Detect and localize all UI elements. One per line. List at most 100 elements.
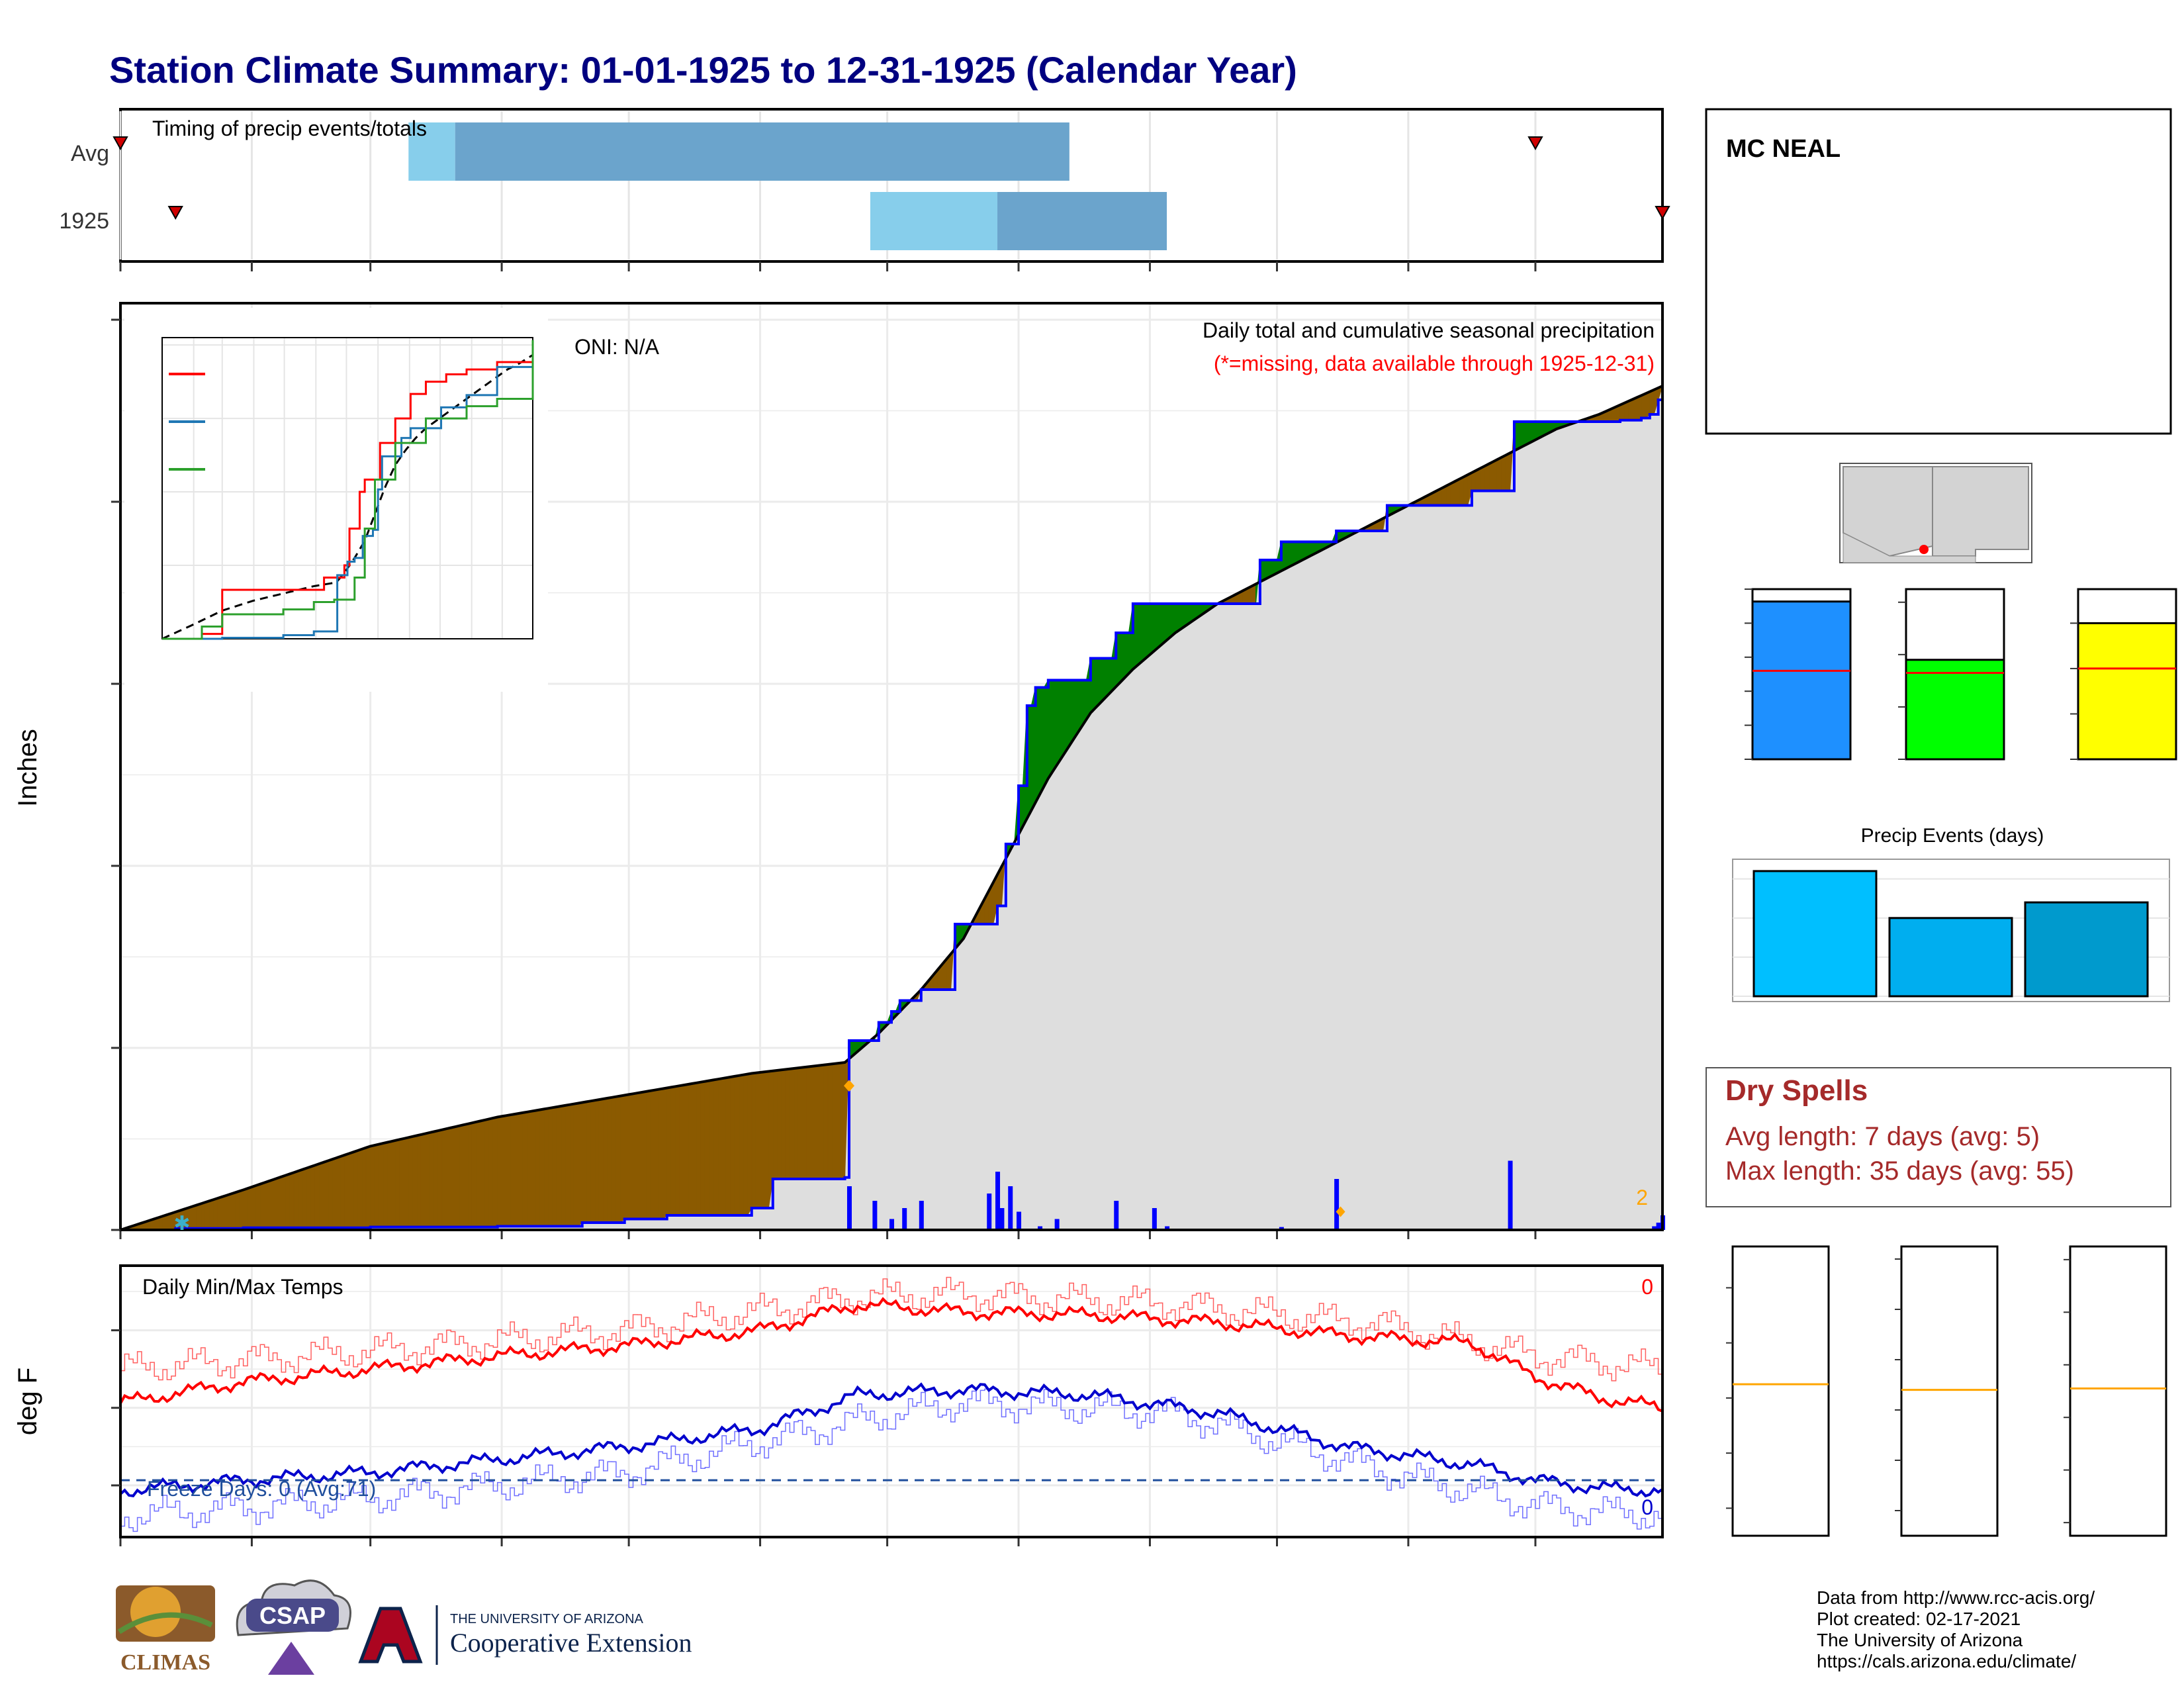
precip-departure-segment (340, 1154, 345, 1229)
average-cumulative-area (120, 386, 1662, 1230)
csap-logo-text: CSAP (259, 1602, 326, 1629)
precip-departure-segment (1052, 680, 1058, 773)
precip-departure-segment (658, 1088, 663, 1219)
precip-departure-segment (688, 1083, 693, 1216)
precip-departure-segment (488, 1117, 494, 1228)
inset-line-1934 (162, 340, 534, 640)
climas-logo-text: CLIMAS (120, 1650, 210, 1675)
precip-departure-segment (810, 1065, 816, 1180)
precip-departure-segment (1060, 680, 1066, 760)
precip-departure-segment (425, 1132, 430, 1228)
precip-departure-segment (259, 1182, 265, 1229)
precip-departure-segment (1056, 680, 1062, 767)
precip-departure-segment (437, 1129, 443, 1228)
precip-departure-segment (344, 1152, 350, 1229)
precip-departure-segment (743, 1074, 748, 1216)
precip-departure-segment (238, 1189, 244, 1229)
precip-departure-segment (353, 1150, 358, 1229)
daily-precip-bar (1054, 1219, 1060, 1230)
precip-departure-segment (1501, 454, 1506, 491)
precip-departure-segment (298, 1168, 303, 1229)
daily-precip-bar (902, 1208, 907, 1230)
precip-departure-segment (751, 1072, 756, 1209)
precip-departure-segment (633, 1092, 638, 1219)
arizona-map (1839, 463, 2032, 563)
precip-departure-segment (319, 1161, 324, 1229)
precip-departure-segment (725, 1076, 731, 1216)
inset-legend (169, 373, 205, 471)
precip-departure-segment (370, 1145, 375, 1228)
temp-lines (119, 1276, 1664, 1532)
precip-departure-segment (208, 1199, 214, 1229)
precip-departure-segment (662, 1087, 668, 1220)
precip-departure-segment (692, 1082, 698, 1216)
timing-title: Timing of precip events/totals (152, 117, 427, 140)
precip-departure-segment (649, 1090, 655, 1219)
precip-departure-segment (1158, 603, 1163, 649)
precip-departure-segment (772, 1070, 778, 1180)
precip-departure-segment (1488, 461, 1494, 491)
precip-frame (119, 302, 1664, 1231)
temp-panel: deg F Daily Min/Max Temps 0 0 Freeze Day… (13, 1264, 1664, 1546)
daily-precip-bar (1652, 1226, 1657, 1230)
precip-departure-segment (518, 1112, 523, 1227)
timing-labels (113, 136, 1670, 220)
precip-departure-segment (1099, 658, 1104, 706)
precip-departure-segment (420, 1133, 426, 1228)
precip-departure-segment (1454, 479, 1460, 506)
precip-departure-segment (721, 1077, 727, 1216)
precip-departure-segment (607, 1097, 613, 1223)
precip-departure-segment (1069, 680, 1074, 747)
precip-departure-segment (764, 1070, 769, 1209)
precip-departure-segment (1505, 452, 1511, 491)
precip-departure-segment (565, 1104, 570, 1227)
precip-departure-segment (704, 1080, 710, 1216)
precip-departure-segment (243, 1188, 248, 1229)
timing-row-label-avg: Avg (71, 141, 109, 166)
precip-departure-segment (247, 1186, 252, 1229)
precip-departure-segment (522, 1111, 528, 1227)
precip-departure-segment (598, 1098, 604, 1223)
precip-departure-segment (734, 1075, 740, 1216)
precip-departure-segment (395, 1139, 400, 1228)
precip-departure-segment (797, 1066, 803, 1180)
station-name: MC NEAL (1726, 135, 1841, 163)
precip-departure-segment (514, 1113, 520, 1227)
precip-departure-segment (603, 1098, 608, 1223)
temp-grid (119, 1266, 1662, 1546)
precip-departure-segment (776, 1069, 782, 1180)
precip-departure-segment (328, 1158, 333, 1229)
precip-legend-line1: Daily total and cumulative seasonal prec… (1203, 318, 1655, 342)
precip-departure-segment (612, 1096, 617, 1223)
precip-departure-segment (459, 1124, 464, 1228)
precip-departure-segment (1154, 603, 1159, 652)
precip-departure-segment (1475, 467, 1481, 491)
precip-departure-segment (827, 1063, 833, 1180)
precip-departure-segment (476, 1120, 481, 1228)
precip-departure-segment (471, 1121, 477, 1228)
precip-departure-segment (1293, 541, 1299, 565)
daily-precip-bar (1017, 1211, 1022, 1230)
precip-departure-segment (357, 1149, 363, 1229)
precip-departure-segment (577, 1102, 583, 1227)
precip-departure-segment (641, 1091, 647, 1219)
precip-departure-segment (785, 1068, 790, 1180)
precip-departure-segment (1039, 687, 1044, 795)
first-event-marker-icon (113, 136, 128, 151)
precip-departure-segment (289, 1172, 295, 1229)
precip-departure-segment (332, 1157, 337, 1229)
precip-departure-segment (387, 1141, 392, 1228)
daily-precip-bar (1279, 1227, 1284, 1230)
precip-departure-segment (590, 1100, 596, 1223)
last-event-marker-icon (1655, 206, 1670, 220)
precip-departure-segment (675, 1085, 680, 1216)
precip-departure-segment (582, 1101, 587, 1223)
precip-departure-segment (1484, 463, 1490, 491)
precip-departure-segment (1103, 658, 1108, 701)
precip-departure-segment (213, 1197, 218, 1229)
events-bar-2 (2024, 901, 2149, 998)
precip-departure-segment (709, 1079, 714, 1216)
precip-departure-segment (1522, 421, 1527, 447)
timing-bar-25-50 (408, 122, 455, 181)
temp-summary-frame (1731, 1245, 1830, 1537)
